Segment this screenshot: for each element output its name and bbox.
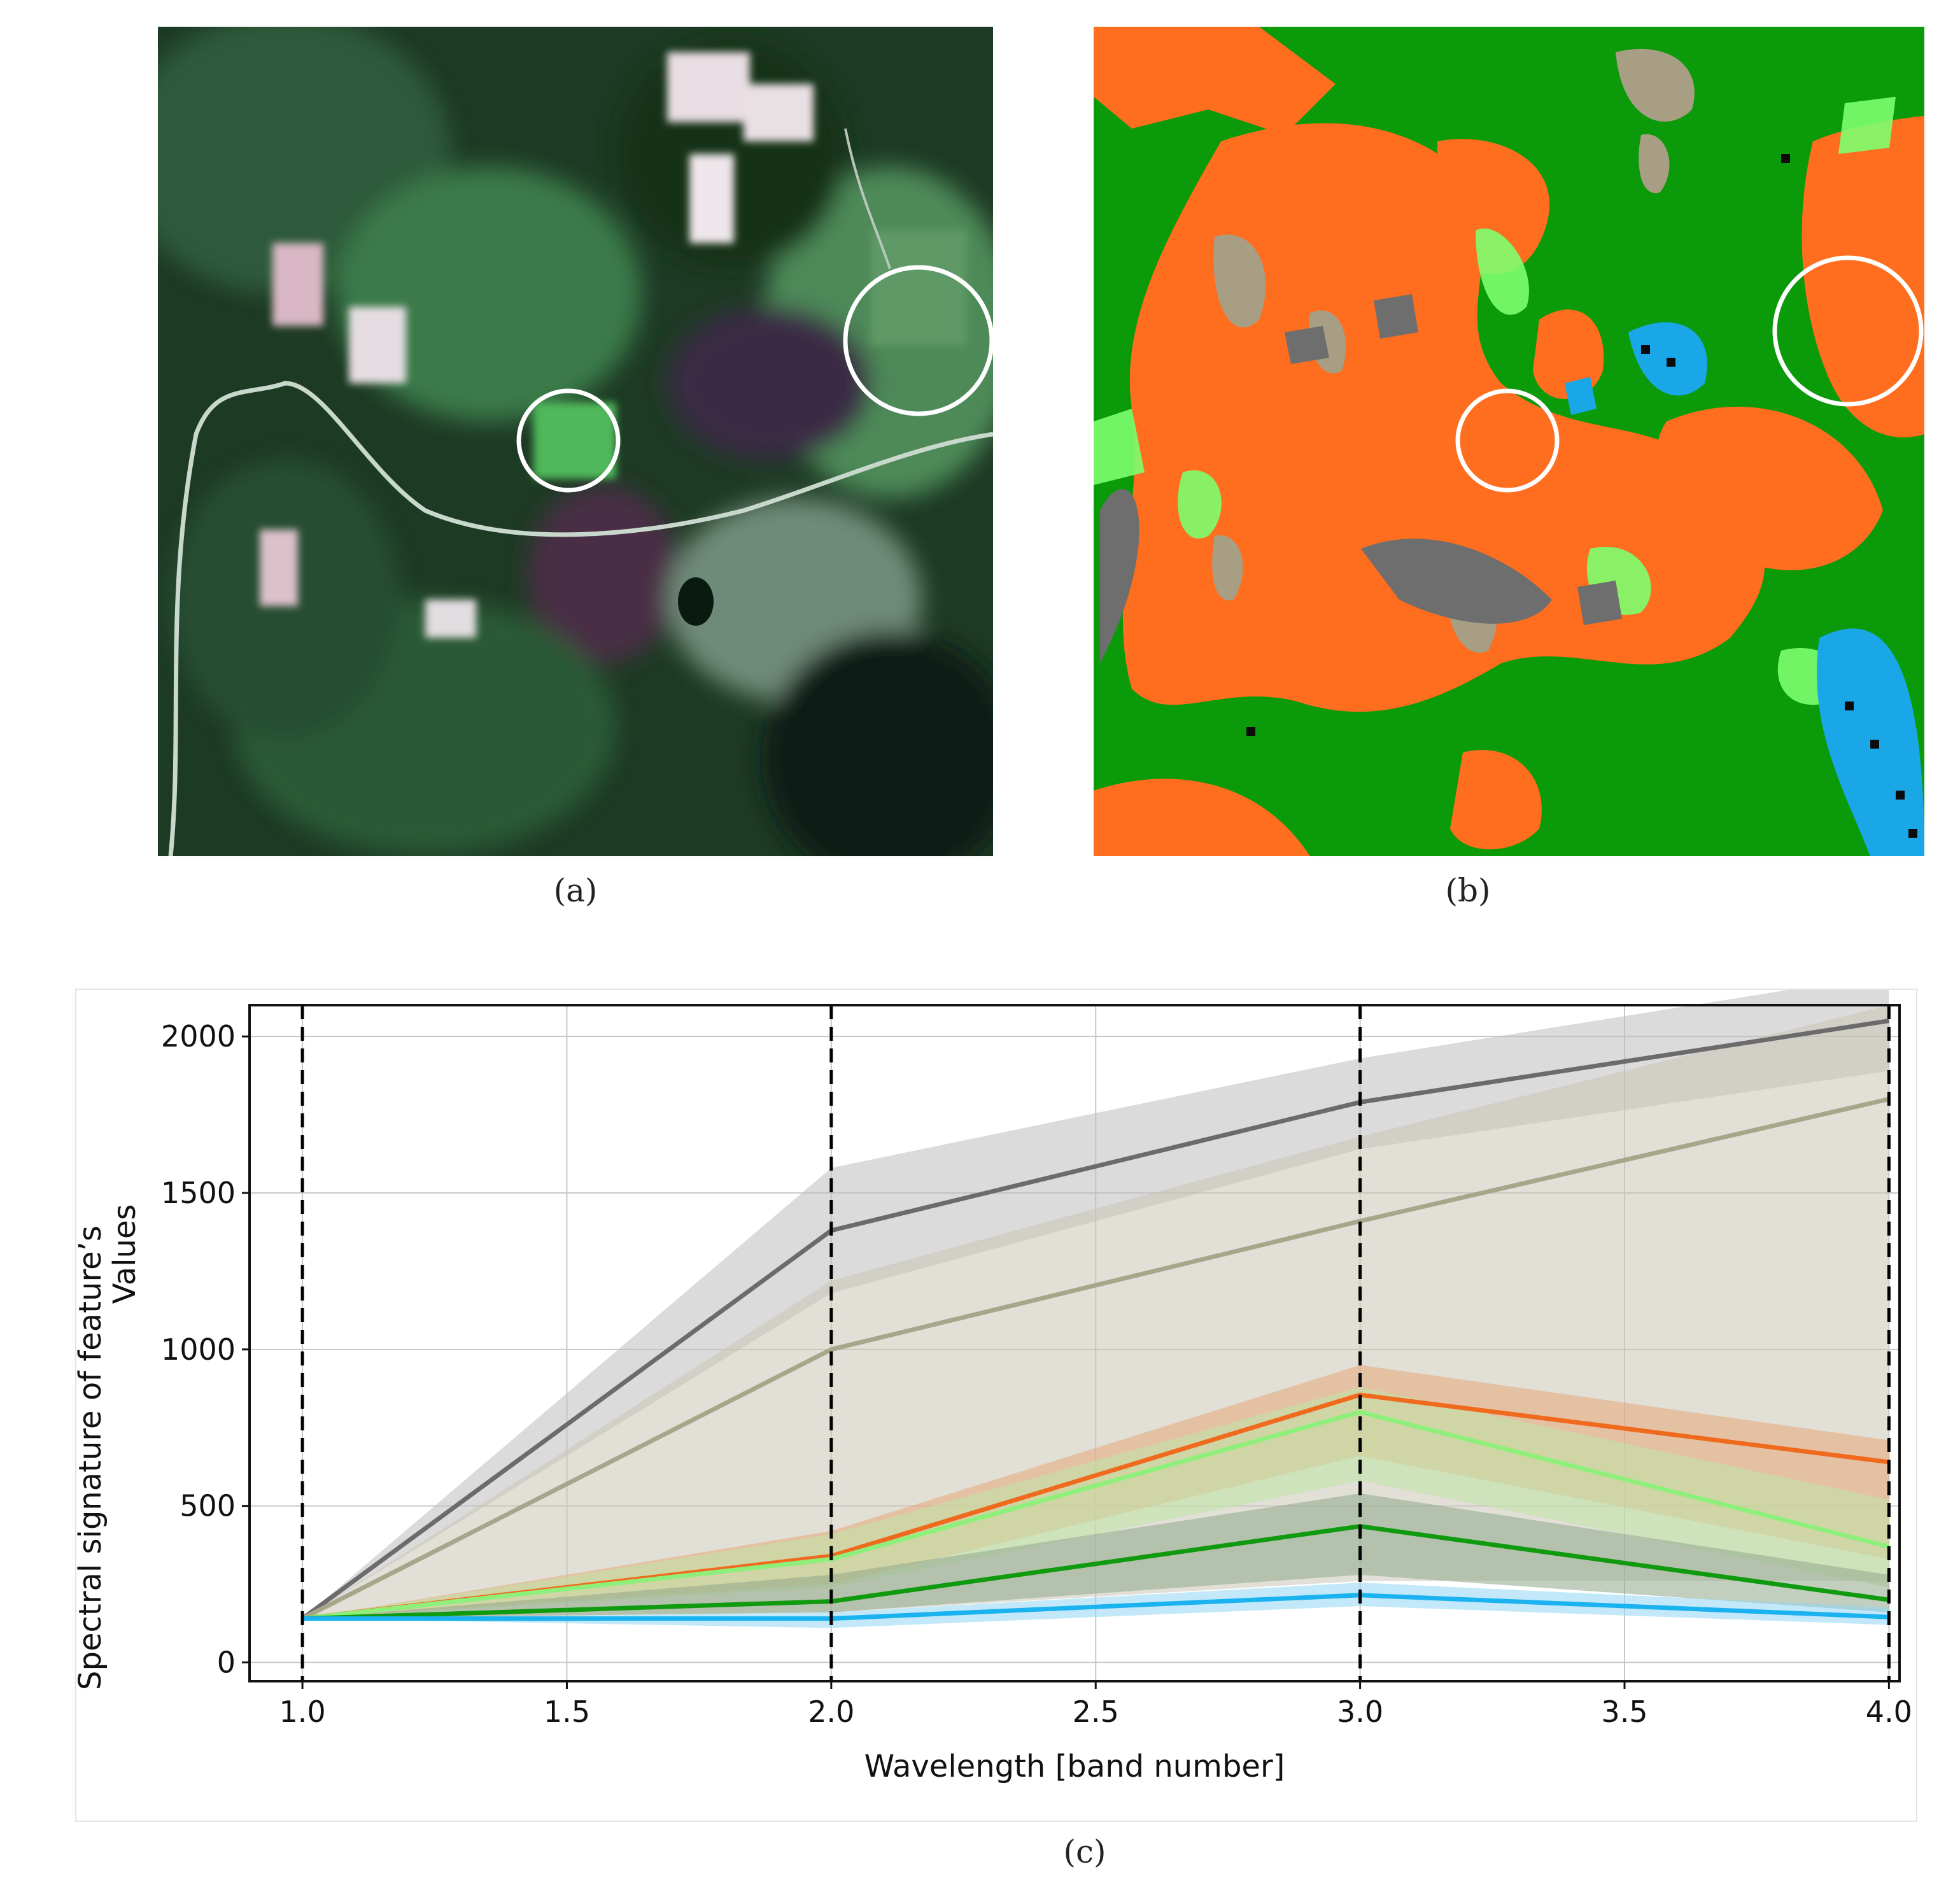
series-line bbox=[302, 1409, 1890, 1621]
x-tick-label: 1.0 bbox=[279, 1695, 325, 1729]
y-tick-label: 2000 bbox=[161, 1019, 236, 1054]
highlight-circle-small bbox=[516, 388, 621, 493]
highlight-circle-large bbox=[843, 265, 993, 416]
x-tick-label: 3.5 bbox=[1601, 1695, 1647, 1729]
series-line bbox=[301, 1019, 1889, 1621]
x-axis-label: Wavelength [band number] bbox=[864, 1749, 1285, 1784]
x-tick-label: 2.5 bbox=[1073, 1695, 1119, 1729]
y-tick-label: 500 bbox=[180, 1489, 236, 1523]
series-line bbox=[302, 1524, 1889, 1621]
y-tick-labels: 0 500 1000 1500 2000 bbox=[161, 1019, 250, 1680]
satellite-image-panel bbox=[158, 27, 993, 856]
x-tick-label: 4.0 bbox=[1866, 1695, 1912, 1729]
highlight-circle-large bbox=[1772, 255, 1924, 407]
chart-vlines bbox=[300, 1005, 1891, 1681]
classification-map bbox=[1094, 27, 1924, 856]
x-tick-label: 1.5 bbox=[544, 1695, 590, 1729]
caption-a: (a) bbox=[553, 872, 598, 909]
caption-b: (b) bbox=[1445, 872, 1491, 909]
series-line bbox=[301, 1097, 1890, 1621]
plot-area-border bbox=[248, 1004, 1901, 1682]
series-band bbox=[302, 1493, 1889, 1619]
y-tick-label: 1000 bbox=[161, 1332, 236, 1367]
chart-lines bbox=[301, 1019, 1890, 1621]
y-axis-label-line1: Spectral signature of feature’s bbox=[76, 1225, 108, 1690]
satellite-image bbox=[158, 27, 993, 856]
series-line bbox=[302, 1593, 1889, 1621]
spectral-chart: 1.0 1.5 2.0 2.5 3.0 3.5 4.0 0 500 1000 1500 2000 W… bbox=[75, 989, 1917, 1822]
y-axis-label-line2: Values bbox=[107, 1204, 143, 1304]
chart-bands bbox=[302, 990, 1889, 1628]
y-tick-label: 1500 bbox=[161, 1176, 236, 1210]
classification-map-panel bbox=[1094, 27, 1924, 856]
spectral-chart-svg: 1.0 1.5 2.0 2.5 3.0 3.5 4.0 0 500 1000 1500 2000 W… bbox=[76, 990, 1912, 1784]
y-tick-label: 0 bbox=[217, 1646, 236, 1680]
x-tick-label: 3.0 bbox=[1337, 1695, 1383, 1729]
caption-c: (c) bbox=[1063, 1833, 1106, 1870]
highlight-circle-small bbox=[1455, 388, 1560, 493]
x-tick-labels: 1.0 1.5 2.0 2.5 3.0 3.5 4.0 bbox=[279, 1681, 1912, 1729]
x-tick-label: 2.0 bbox=[808, 1695, 854, 1729]
